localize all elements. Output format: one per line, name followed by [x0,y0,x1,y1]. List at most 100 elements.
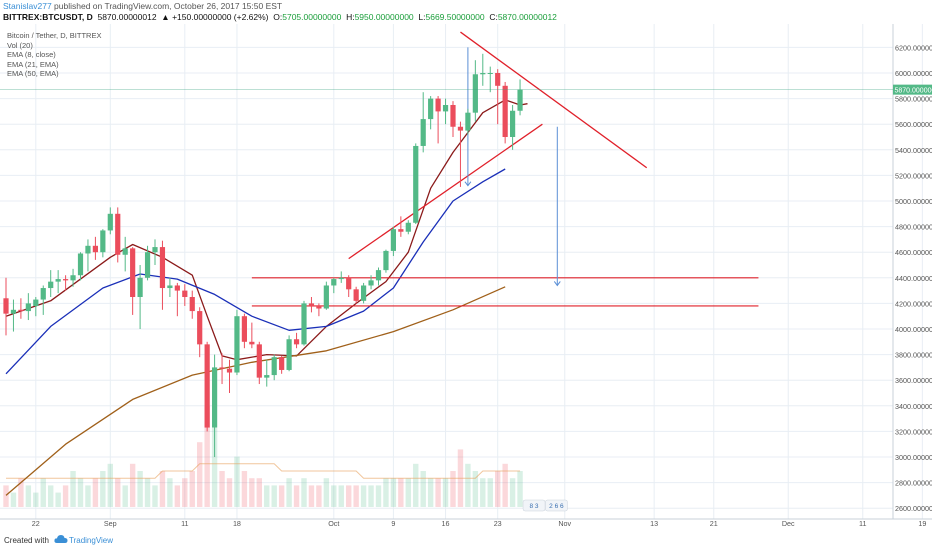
event-marker-label: 2 6 6 [549,503,564,510]
candle-body [435,98,441,112]
volume-bar [413,463,419,507]
price-tick-label: 5200.00000000 [895,171,932,180]
chart-legend: Bitcoin / Tether, D, BITTREX Vol (20) EM… [7,31,101,79]
symbol-label[interactable]: BITTREX:BTCUSDT, D [3,12,93,22]
time-tick-label: 11 [181,519,188,528]
time-tick-label: 9 [391,519,395,528]
open-label: O: [273,12,283,22]
candle-body [457,126,464,131]
volume-bar [137,471,143,507]
volume-bar [398,478,404,507]
candle-body [10,309,17,314]
change-value: +150.00000000 (+2.62%) [172,12,269,22]
high-label: H: [346,12,355,22]
candle-body [197,311,203,345]
price-tick-label: 3400.00000000 [895,402,932,411]
volume-bar [159,471,166,507]
arrow-head [553,281,561,287]
published-text: published on TradingView.com, October 26… [51,1,283,11]
volume-bar [40,478,46,507]
volume-bar [301,478,307,507]
volume-bar [450,471,456,507]
time-tick-label: Nov [558,519,571,528]
candle-body [3,298,9,314]
legend-ema50[interactable]: EMA (50, EMA) [7,69,59,79]
candle-body [375,270,382,281]
volume-bar [189,471,195,507]
legend-ema21[interactable]: EMA (21, EMA) [7,59,59,69]
volume-bar [293,485,300,507]
candle-body [226,368,233,373]
legend-volume[interactable]: Vol (20) [7,40,33,50]
price-tick-label: 4400.00000000 [895,274,932,283]
candle-body [413,145,419,223]
candle-body [331,279,337,286]
last-price-label: 5870.00000012 [895,88,932,95]
last-price-tag [893,84,932,95]
volume-bar [92,478,99,507]
volume-bar [360,485,367,507]
price-tick-label: 5400.00000000 [895,146,932,155]
volume-bar [316,485,322,507]
time-tick-label: 19 [918,519,926,528]
candle-body [368,280,374,286]
volume-bar [353,485,359,507]
volume-ma-line [6,463,521,479]
candle-body [398,229,404,232]
candle-body [323,285,329,309]
candle-body [107,213,113,231]
candle-body [77,253,84,276]
volume-bar [308,485,315,507]
candle-body [353,289,359,301]
price-tick-label: 4000.00000000 [895,325,932,334]
candle-body [390,229,396,251]
created-with-text: Created with [4,536,49,545]
publish-info: Stanislav277 published on TradingView.co… [3,1,282,11]
chart-background [0,24,932,530]
price-tick-label: 2800.00000000 [895,479,932,488]
event-marker-label: 8 3 [530,503,539,510]
volume-bar [472,471,479,507]
price-chart[interactable]: 6200.000000006000.000000005800.000000005… [0,24,932,530]
volume-bar [3,485,9,507]
candle-body [510,110,516,137]
volume-bar [323,478,330,507]
candle-body [293,339,300,345]
volume-bar [129,463,136,507]
candle-body [301,303,307,345]
event-marker: 2 6 6 [545,499,568,512]
legend-ema8[interactable]: EMA (8, close) [7,50,56,60]
candle-body [279,357,285,370]
candle-body [152,247,158,253]
time-tick-label: 22 [32,519,40,528]
candle-body [442,105,449,112]
candle-body [487,73,493,74]
candle-body [167,285,173,289]
event-marker: 8 3 [522,499,546,512]
price-tick-label: 5600.00000000 [895,120,932,129]
candle-body [92,245,98,253]
candle-body [517,89,523,111]
volume-bar [368,485,374,507]
volume-bar [249,478,255,507]
close-label: C: [489,12,498,22]
price-tick-label: 6000.00000000 [895,69,932,78]
volume-bar [517,471,523,507]
volume-bar [278,485,285,507]
candle-body [308,303,315,306]
candle-body [286,339,292,370]
volume-bar [107,463,113,507]
low-value: 5669.50000000 [425,12,485,22]
event-marker-box [522,499,546,512]
price-tick-label: 3800.00000000 [895,351,932,360]
price-tick-label: 5000.00000000 [895,197,932,206]
volume-bar [144,478,151,507]
candle-body [450,105,456,127]
volume-bar [167,478,173,507]
candle-body [100,230,106,253]
time-tick-label: 11 [859,519,866,528]
candle-body [249,341,255,345]
tradingview-brand[interactable]: TradingView [69,536,114,545]
author-link[interactable]: Stanislav277 [3,1,52,11]
chart-axes: 6200.000000006000.000000005800.000000005… [0,24,932,528]
